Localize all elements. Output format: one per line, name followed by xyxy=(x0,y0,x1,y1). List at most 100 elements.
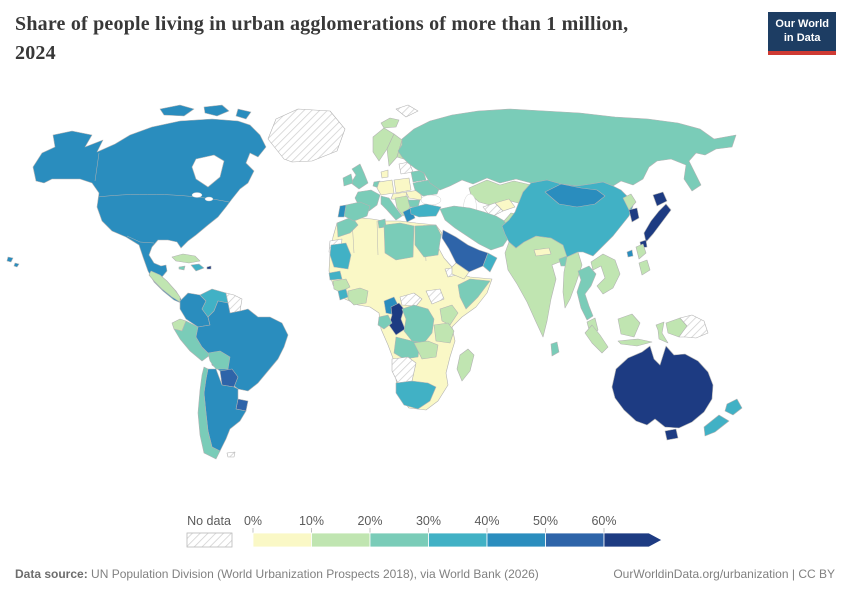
country-italy[interactable] xyxy=(380,195,403,221)
country-sri-lanka[interactable] xyxy=(550,341,560,357)
country-yemen[interactable] xyxy=(451,262,470,280)
country-australia[interactable] xyxy=(611,345,714,429)
country-mauritania[interactable] xyxy=(329,242,352,270)
country-portugal[interactable] xyxy=(337,204,347,218)
country-poland[interactable] xyxy=(393,177,412,194)
country-hispaniola[interactable] xyxy=(190,263,205,272)
footer: Data source: UN Population Division (Wor… xyxy=(15,567,835,581)
page-title: Share of people living in urban agglomer… xyxy=(15,10,760,68)
legend-bin-40-50[interactable] xyxy=(486,532,546,548)
legend-no-data-label: No data xyxy=(187,514,231,528)
country-cuba[interactable] xyxy=(171,253,201,264)
country-tasmania[interactable] xyxy=(664,428,679,441)
owid-logo: Our World in Data xyxy=(768,12,836,55)
country-united-kingdom[interactable] xyxy=(350,163,369,190)
country-philippines[interactable] xyxy=(638,259,651,276)
country-japan[interactable] xyxy=(652,191,668,207)
country-indochina[interactable] xyxy=(590,253,621,295)
legend-bin-10-20[interactable] xyxy=(311,532,371,548)
country-germany[interactable] xyxy=(376,179,395,196)
country-central-america[interactable] xyxy=(148,270,181,303)
legend-bin-0-10[interactable] xyxy=(252,532,312,548)
border-sahara xyxy=(351,218,427,262)
country-egypt[interactable] xyxy=(414,224,442,258)
data-source-text: UN Population Division (World Urbanizati… xyxy=(87,567,539,581)
country-zambia[interactable] xyxy=(413,340,439,360)
legend-no-data-swatch[interactable] xyxy=(186,532,233,548)
country-indonesia[interactable] xyxy=(617,338,653,347)
owid-logo-line1: Our World xyxy=(775,18,829,30)
world-map[interactable]: No data 0% 10% 20% 30% 40% 50% 60% xyxy=(0,95,850,560)
country-puerto-rico[interactable] xyxy=(206,265,212,270)
country-indonesia[interactable] xyxy=(617,313,641,338)
country-iran-region[interactable] xyxy=(439,205,512,251)
legend-bin-50-60[interactable] xyxy=(545,532,605,548)
country-angola[interactable] xyxy=(393,336,421,360)
country-paraguay[interactable] xyxy=(219,368,239,388)
country-myanmar[interactable] xyxy=(562,251,583,309)
country-bolivia[interactable] xyxy=(207,350,231,370)
country-taiwan[interactable] xyxy=(626,249,634,258)
map-layer[interactable] xyxy=(6,104,743,460)
country-south-africa[interactable] xyxy=(395,380,437,410)
country-nepal[interactable] xyxy=(533,247,552,257)
country-arctic-island[interactable] xyxy=(203,104,230,117)
country-japan[interactable] xyxy=(643,203,672,243)
country-greenland[interactable] xyxy=(267,108,346,163)
great-lakes xyxy=(204,196,214,202)
legend-tick-50: 50% xyxy=(533,514,558,528)
country-arctic-island[interactable] xyxy=(235,108,252,120)
country-north-korea[interactable] xyxy=(622,193,637,211)
data-source-label: Data source: xyxy=(15,567,88,581)
country-ivory-coast-ghana[interactable] xyxy=(347,287,369,306)
legend-tick-40: 40% xyxy=(474,514,499,528)
country-senegal[interactable] xyxy=(328,270,343,281)
data-source-note: Data source: UN Population Division (Wor… xyxy=(15,567,539,581)
black-sea xyxy=(420,194,442,206)
country-jamaica[interactable] xyxy=(178,265,186,271)
owid-logo-line2: in Data xyxy=(783,32,821,45)
country-mongolia[interactable] xyxy=(544,183,606,208)
country-chile[interactable] xyxy=(197,366,221,460)
country-kenya[interactable] xyxy=(439,304,459,326)
country-new-zealand[interactable] xyxy=(724,398,743,416)
legend-bin-20-30[interactable] xyxy=(369,532,429,548)
footer-link[interactable]: OurWorldinData.org/urbanization | CC BY xyxy=(613,567,835,581)
country-libya[interactable] xyxy=(383,222,415,261)
country-philippines[interactable] xyxy=(635,243,647,260)
country-iceland[interactable] xyxy=(380,117,400,129)
legend-bin-30-40[interactable] xyxy=(428,532,488,548)
border-us-canada xyxy=(97,194,230,203)
legend-bin-60-plus[interactable] xyxy=(603,532,663,548)
country-russia[interactable] xyxy=(397,108,737,192)
country-thailand[interactable] xyxy=(576,265,597,321)
country-drc[interactable] xyxy=(401,304,435,344)
map-legend[interactable]: No data 0% 10% 20% 30% 40% 50% 60% xyxy=(186,514,663,548)
country-hawaii[interactable] xyxy=(6,256,14,263)
country-arctic-island[interactable] xyxy=(159,104,195,117)
country-somalia[interactable] xyxy=(457,278,491,310)
country-car[interactable] xyxy=(399,292,423,307)
country-north-america[interactable] xyxy=(32,118,267,304)
country-denmark[interactable] xyxy=(380,169,389,179)
country-madagascar[interactable] xyxy=(456,348,475,382)
legend-tick-20: 20% xyxy=(357,514,382,528)
country-svalbard[interactable] xyxy=(395,104,419,118)
country-namibia[interactable] xyxy=(391,356,417,384)
country-papua-new-guinea[interactable] xyxy=(678,314,709,339)
country-hawaii[interactable] xyxy=(13,262,20,268)
country-oman[interactable] xyxy=(482,252,498,273)
country-south-korea[interactable] xyxy=(628,207,640,223)
title-line2: 2024 xyxy=(15,42,56,64)
country-tanzania[interactable] xyxy=(433,322,455,344)
country-falklands[interactable] xyxy=(226,451,236,458)
country-indonesia[interactable] xyxy=(655,321,669,344)
country-south-sudan[interactable] xyxy=(425,288,445,305)
legend-tick-0: 0% xyxy=(244,514,262,528)
legend-tick-10: 10% xyxy=(299,514,324,528)
country-new-zealand[interactable] xyxy=(703,414,730,437)
country-turkey[interactable] xyxy=(409,203,442,218)
country-gabon[interactable] xyxy=(377,314,393,330)
country-indonesia[interactable] xyxy=(584,324,609,354)
country-ireland[interactable] xyxy=(342,173,354,187)
